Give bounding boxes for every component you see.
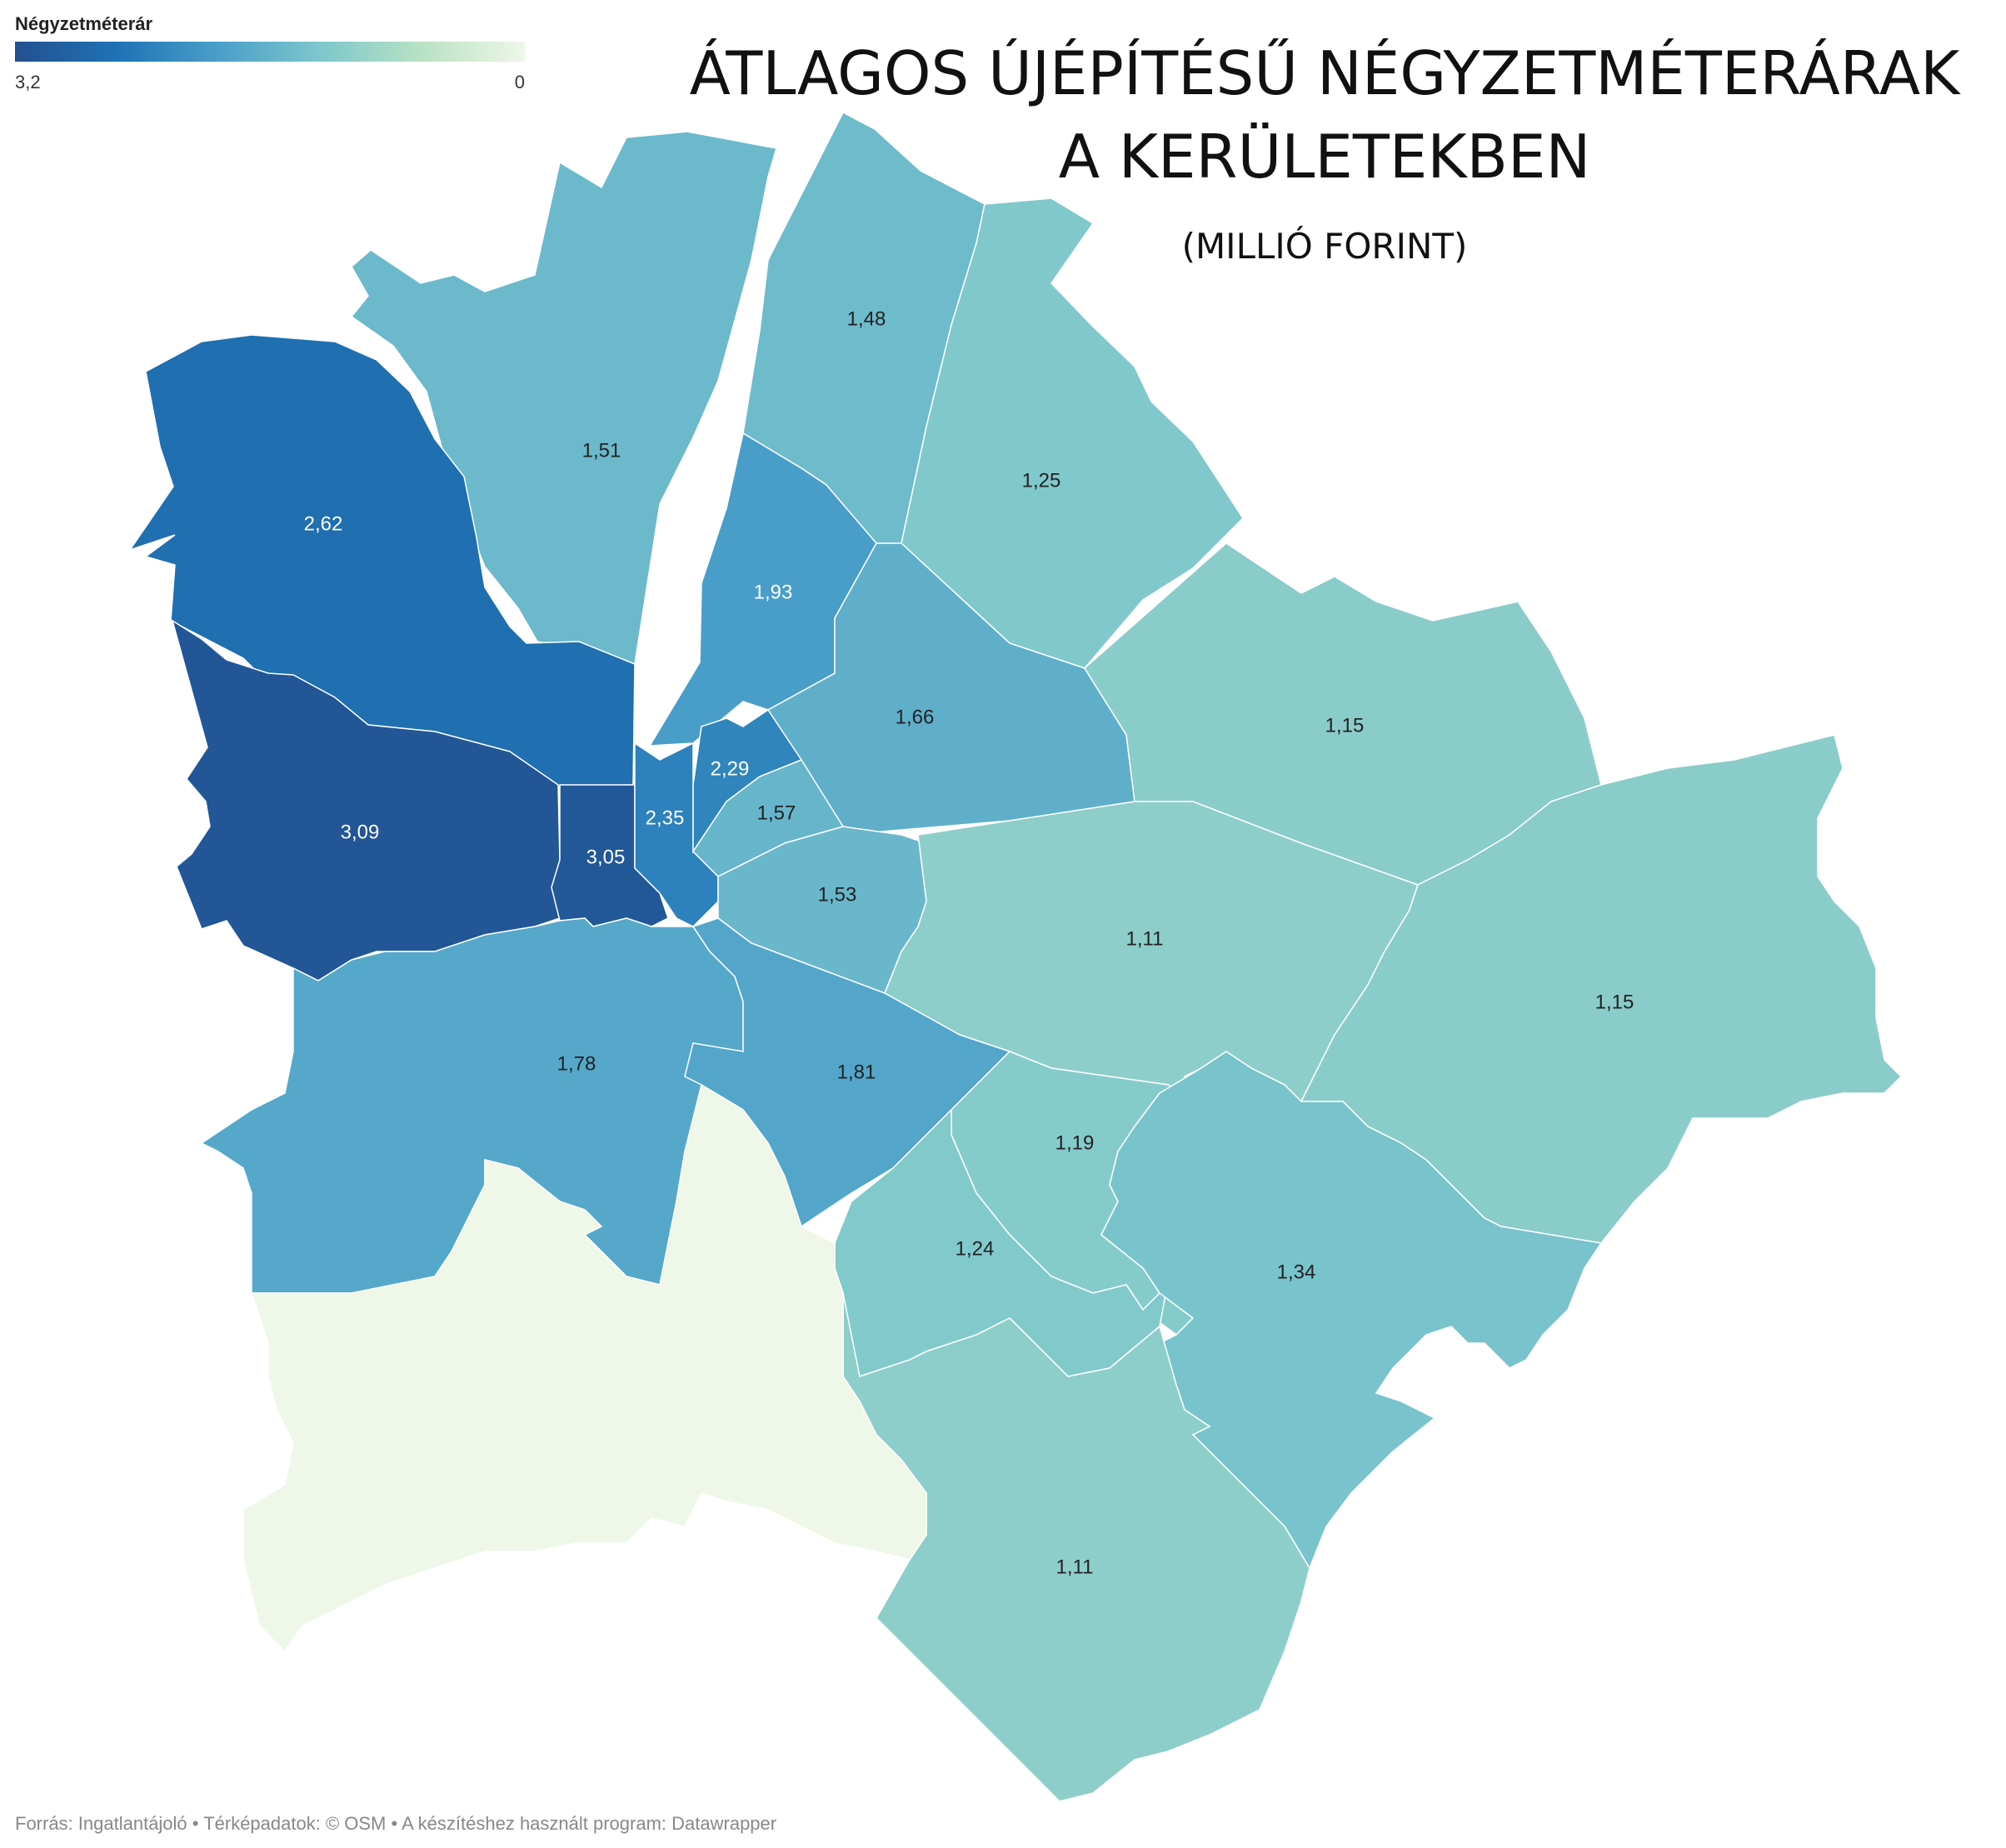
district-value-label: 2,29 bbox=[711, 757, 750, 780]
map-title: ÁTLAGOS ÚJÉPÍTÉSŰ NÉGYZETMÉTERÁRAK bbox=[689, 38, 1960, 108]
district-value-label: 1,53 bbox=[818, 883, 857, 906]
map-subtitle: (MILLIÓ FORINT) bbox=[1181, 226, 1468, 267]
legend-color-scale bbox=[15, 42, 525, 62]
district-value-label: 1,19 bbox=[1055, 1131, 1095, 1154]
district-north-3[interactable] bbox=[901, 197, 1244, 669]
district-value-label: 2,62 bbox=[304, 512, 343, 535]
district-value-label: 1,15 bbox=[1325, 714, 1365, 737]
district-value-label: 1,11 bbox=[1056, 1556, 1094, 1578]
district-value-label: 1,81 bbox=[837, 1061, 876, 1083]
district-value-label: 1,78 bbox=[557, 1052, 596, 1075]
district-value-label: 2,35 bbox=[646, 807, 685, 829]
legend: Négyzetméterár 3,2 0 bbox=[15, 13, 525, 92]
legend-min-label: 0 bbox=[514, 72, 525, 92]
district-value-label: 1,24 bbox=[956, 1237, 995, 1260]
district-value-label: 1,66 bbox=[896, 706, 935, 728]
district-value-label: 1,11 bbox=[1126, 927, 1164, 950]
district-value-label: 1,34 bbox=[1277, 1261, 1316, 1283]
district-center-2[interactable] bbox=[766, 542, 1135, 836]
legend-max-label: 3,2 bbox=[15, 72, 41, 92]
map-title-line2: A KERÜLETEKBEN bbox=[1058, 122, 1591, 192]
district-nodata-1[interactable] bbox=[242, 1083, 927, 1653]
district-value-label: 1,15 bbox=[1595, 991, 1634, 1013]
district-value-label: 1,25 bbox=[1022, 469, 1061, 492]
legend-title: Négyzetméterár bbox=[15, 13, 153, 34]
district-north-1[interactable] bbox=[350, 131, 777, 665]
district-south-5[interactable] bbox=[1100, 1051, 1603, 1570]
district-value-label: 1,93 bbox=[754, 581, 793, 603]
district-value-label: 1,48 bbox=[847, 307, 886, 330]
district-value-label: 1,51 bbox=[582, 439, 621, 462]
district-value-label: 3,05 bbox=[586, 846, 626, 868]
district-value-label: 1,57 bbox=[757, 802, 796, 824]
district-center-1[interactable] bbox=[648, 432, 877, 747]
source-note: Forrás: Ingatlantájoló • Térképadatok: ©… bbox=[15, 1813, 777, 1834]
district-value-label: 3,09 bbox=[341, 821, 380, 843]
